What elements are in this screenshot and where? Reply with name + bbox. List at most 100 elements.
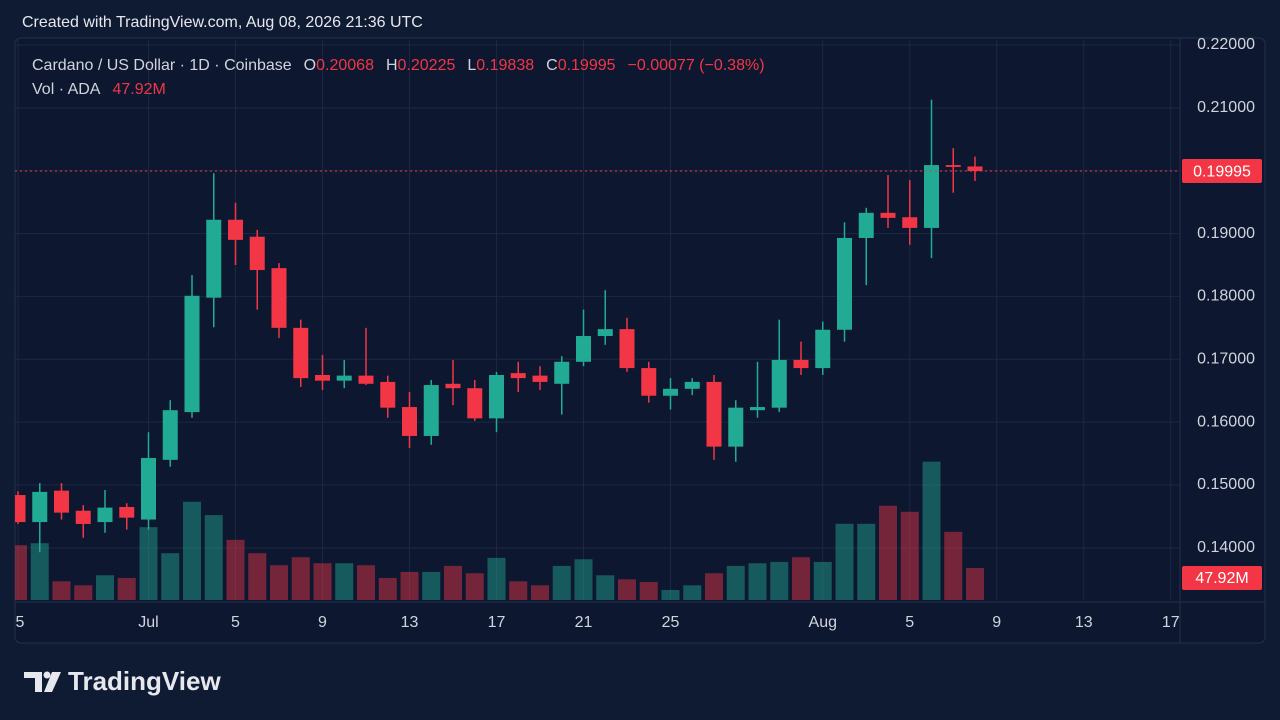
x-tick-label: 9 <box>318 614 327 631</box>
volume-bar <box>552 565 571 600</box>
candle-body <box>728 407 744 447</box>
candle-body <box>380 381 396 408</box>
volume-bar <box>139 527 158 600</box>
candle-body <box>793 359 809 369</box>
candle-body <box>97 507 113 523</box>
candle-body <box>336 375 352 381</box>
candle-body <box>750 407 765 411</box>
x-tick-label: 13 <box>1075 614 1093 631</box>
candle-body <box>706 381 722 447</box>
volume-bar <box>835 523 854 600</box>
volume-bar <box>922 461 941 600</box>
ohlc-label: L <box>467 57 477 74</box>
candle-body <box>619 329 635 369</box>
candle-body <box>54 490 69 513</box>
candle-body <box>445 383 461 389</box>
x-tick-label: Jul <box>138 614 158 631</box>
volume-legend: Vol · ADA 47.92M <box>32 81 166 99</box>
brand-logo <box>24 671 61 692</box>
volume-bar <box>161 553 180 600</box>
volume-title: Vol · ADA <box>32 81 101 98</box>
volume-bar <box>422 571 441 600</box>
volume-bar <box>726 565 745 600</box>
x-tick-label: 25 <box>662 614 680 631</box>
candle-body <box>119 506 135 518</box>
volume-bar <box>574 559 593 600</box>
volume-bar <box>270 565 288 600</box>
x-tick-label: 5 <box>231 614 240 631</box>
x-tick-label: 17 <box>488 614 506 631</box>
y-tick-label: 0.17000 <box>1197 351 1255 368</box>
ohlc-value: 0.19838 <box>476 57 535 74</box>
x-tick-label: 5 <box>905 614 914 631</box>
candle-body <box>684 381 700 389</box>
volume-bar <box>313 563 332 600</box>
plot <box>15 99 984 600</box>
y-tick-label: 0.14000 <box>1197 539 1255 556</box>
volume-bar <box>857 523 876 600</box>
volume-bar <box>531 585 549 600</box>
ohlc-value: 0.20068 <box>316 57 374 74</box>
chart-frame <box>14 37 1266 644</box>
candle-body <box>15 495 26 523</box>
volume-bar <box>52 581 71 600</box>
candle-body <box>967 166 983 172</box>
candle-body <box>641 368 657 396</box>
candle-body <box>597 329 613 337</box>
candle-body <box>423 385 439 436</box>
y-tick-label: 0.19000 <box>1197 225 1255 242</box>
ohlc-label: O <box>303 57 317 74</box>
candle-body <box>271 268 287 328</box>
price-badge-label: 0.19995 <box>1193 163 1251 180</box>
brand-name: TradingView <box>68 666 221 696</box>
price-badge <box>1182 159 1262 184</box>
candle-body <box>510 373 526 379</box>
candle-body <box>249 236 265 271</box>
volume-bar <box>792 557 810 600</box>
candle-body <box>858 212 874 238</box>
x-tick-label: 17 <box>1162 614 1180 631</box>
volume-bar <box>117 577 136 600</box>
volume-badge-label: 47.92M <box>1195 570 1248 587</box>
candle-body <box>489 374 504 419</box>
candle-body <box>228 219 243 240</box>
volume-value: 47.92M <box>112 81 166 98</box>
volume-bar <box>596 575 615 600</box>
volume-bar <box>15 545 27 600</box>
x-tick-label: 5 <box>16 614 25 631</box>
volume-bar <box>770 561 789 600</box>
volume-bar <box>509 581 528 600</box>
candle-body <box>532 375 548 382</box>
candle-body <box>467 388 483 419</box>
volume-bar <box>465 573 484 600</box>
volume-bar <box>226 539 245 600</box>
volume-bar <box>335 563 354 600</box>
candle-body <box>880 212 896 218</box>
created-note: Created with TradingView.com, Aug 08, 20… <box>22 14 423 31</box>
change: −0.00077 (−0.38%) <box>627 57 765 74</box>
candle-body <box>206 219 222 298</box>
x-tick-label: 13 <box>401 614 419 631</box>
volume-bar <box>618 579 636 600</box>
candle-body <box>293 327 309 379</box>
candle-body <box>576 336 591 362</box>
x-tick-label: 21 <box>575 614 593 631</box>
candle-body <box>663 388 678 396</box>
y-tick-label: 0.21000 <box>1197 99 1255 116</box>
y-tick-label: 0.22000 <box>1197 36 1255 53</box>
y-tick-label: 0.15000 <box>1197 476 1255 493</box>
y-tick-label: 0.18000 <box>1197 288 1255 305</box>
volume-bar <box>204 515 223 600</box>
volume-bar <box>183 501 201 600</box>
volume-bar <box>291 557 310 600</box>
candle-body <box>837 237 852 330</box>
y-tick-label: 0.16000 <box>1197 413 1255 430</box>
volume-bar <box>900 511 919 600</box>
volume-bar <box>879 505 897 600</box>
volume-bar <box>444 565 462 600</box>
symbol: Cardano / US Dollar · 1D · Coinbase <box>32 57 292 74</box>
candle-body <box>75 510 91 524</box>
x-tick-label: Aug <box>809 614 837 631</box>
volume-bar <box>378 577 397 600</box>
